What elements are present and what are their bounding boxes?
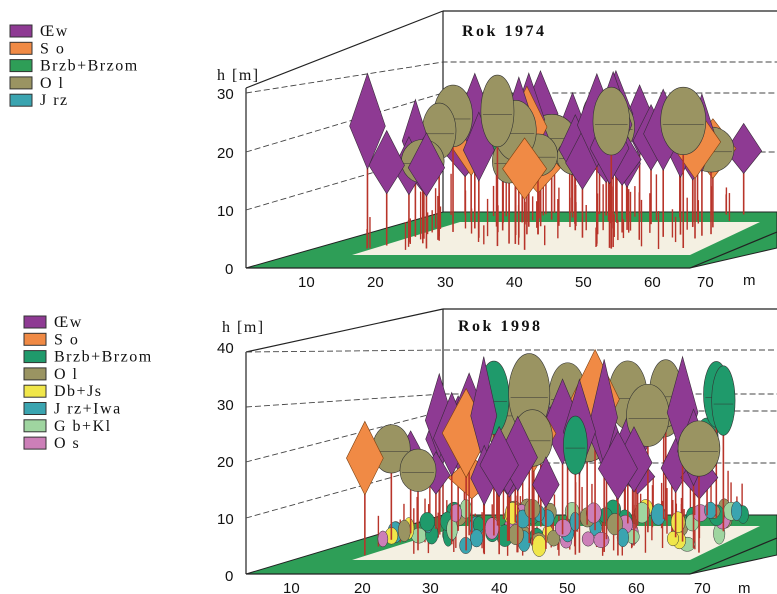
left-top-edge bbox=[245, 10, 444, 89]
x-tick-20: 20 bbox=[354, 580, 371, 594]
y-tick-30: 30 bbox=[217, 86, 234, 103]
tree-crown bbox=[563, 415, 588, 475]
understory-tree bbox=[581, 531, 595, 547]
understory-tree bbox=[585, 502, 602, 524]
axis-label-h: h [m] bbox=[222, 319, 265, 336]
understory-tree bbox=[731, 501, 743, 521]
legend-label: J rz bbox=[40, 92, 69, 109]
x-tick-50: 50 bbox=[575, 274, 592, 291]
legend-label: S o bbox=[54, 331, 79, 348]
x-tick-60: 60 bbox=[644, 274, 661, 291]
x-tick-70: 70 bbox=[697, 274, 714, 291]
legend-swatch bbox=[9, 76, 33, 90]
panel-title: Rok 1974 bbox=[462, 23, 546, 40]
x-tick-20: 20 bbox=[367, 274, 384, 291]
x-unit-label: m bbox=[738, 580, 751, 594]
understory-tree bbox=[531, 535, 547, 557]
understory-tree bbox=[470, 529, 484, 548]
legend-label: S o bbox=[40, 40, 65, 57]
trees-1998 bbox=[346, 348, 749, 557]
x-tick-70: 70 bbox=[694, 580, 711, 594]
legend-swatch bbox=[23, 332, 47, 346]
understory-tree bbox=[593, 531, 610, 549]
axis-label-h: h [m] bbox=[217, 67, 260, 84]
panel-title: Rok 1998 bbox=[458, 318, 542, 335]
tree-crown bbox=[592, 86, 630, 156]
legend-label: Brzb+Brzom bbox=[54, 349, 153, 366]
legend-swatch bbox=[23, 315, 47, 329]
tree-crown bbox=[660, 86, 707, 155]
legend-label: O l bbox=[54, 366, 79, 383]
panel-1998: h [m] 0 10 20 30 40 10 20 30 40 50 60 70… bbox=[217, 308, 777, 594]
x-tick-50: 50 bbox=[559, 580, 576, 594]
legend-label: Œw bbox=[40, 23, 69, 40]
x-tick-40: 40 bbox=[491, 580, 508, 594]
legend-label: J rz+Iwa bbox=[54, 401, 122, 418]
legend-label: O l bbox=[40, 75, 65, 92]
legend-swatch bbox=[23, 436, 47, 450]
tree-crown bbox=[502, 137, 548, 201]
legend-swatch bbox=[9, 59, 33, 73]
understory-tree bbox=[377, 530, 389, 548]
understory-tree bbox=[419, 512, 435, 532]
y-tick-0: 0 bbox=[225, 261, 233, 278]
y-tick-20: 20 bbox=[217, 145, 234, 162]
legend-label: O s bbox=[54, 435, 80, 452]
tree-crown bbox=[479, 425, 519, 498]
x-tick-40: 40 bbox=[506, 274, 523, 291]
legend-label: Œw bbox=[54, 314, 83, 331]
x-tick-60: 60 bbox=[628, 580, 645, 594]
left-top-edge bbox=[245, 308, 444, 353]
legend-swatch bbox=[9, 93, 33, 107]
tree-crown bbox=[349, 72, 386, 170]
x-tick-10: 10 bbox=[298, 274, 315, 291]
understory-tree bbox=[547, 530, 561, 547]
tree-crown bbox=[711, 365, 736, 436]
legend-swatch bbox=[23, 402, 47, 415]
legend-swatch bbox=[23, 350, 47, 364]
y-tick-0: 0 bbox=[225, 568, 233, 585]
understory-tree bbox=[397, 519, 411, 542]
y-tick-10: 10 bbox=[217, 511, 234, 528]
tree-crown bbox=[532, 456, 560, 509]
depth-axis-line bbox=[689, 537, 777, 575]
understory-tree bbox=[484, 517, 500, 540]
legend-swatch bbox=[23, 419, 47, 433]
depth-axis-line bbox=[689, 231, 777, 269]
panel-1974: h [m] 0 10 20 30 10 20 30 40 50 60 70 m … bbox=[217, 10, 777, 291]
trees-1974 bbox=[349, 69, 763, 250]
legend-swatch bbox=[9, 24, 33, 38]
understory-tree bbox=[616, 528, 629, 548]
y-tick-30: 30 bbox=[217, 397, 234, 414]
understory-tree bbox=[704, 501, 717, 519]
legend-swatch bbox=[23, 384, 47, 398]
tree-crown bbox=[407, 132, 446, 197]
tree-crown bbox=[399, 448, 437, 492]
y-tick-40: 40 bbox=[217, 340, 234, 357]
legend-label: Db+Js bbox=[54, 383, 103, 400]
tree-crown bbox=[346, 420, 384, 496]
tree-crown bbox=[480, 74, 515, 148]
understory-tree bbox=[670, 511, 686, 533]
legend-label: G b+Kl bbox=[54, 418, 112, 435]
understory-tree bbox=[666, 531, 679, 547]
y-tick-10: 10 bbox=[217, 203, 234, 220]
tree-crown bbox=[368, 129, 405, 195]
legend-swatch bbox=[9, 41, 33, 55]
x-tick-10: 10 bbox=[283, 580, 300, 594]
legend-swatch bbox=[23, 367, 47, 381]
tree-crown bbox=[677, 420, 721, 477]
legend-label: Brzb+Brzom bbox=[40, 58, 139, 75]
x-tick-30: 30 bbox=[437, 274, 454, 291]
x-unit-label: m bbox=[743, 272, 756, 289]
tree-crown bbox=[597, 430, 638, 501]
x-tick-30: 30 bbox=[422, 580, 439, 594]
y-tick-20: 20 bbox=[217, 454, 234, 471]
